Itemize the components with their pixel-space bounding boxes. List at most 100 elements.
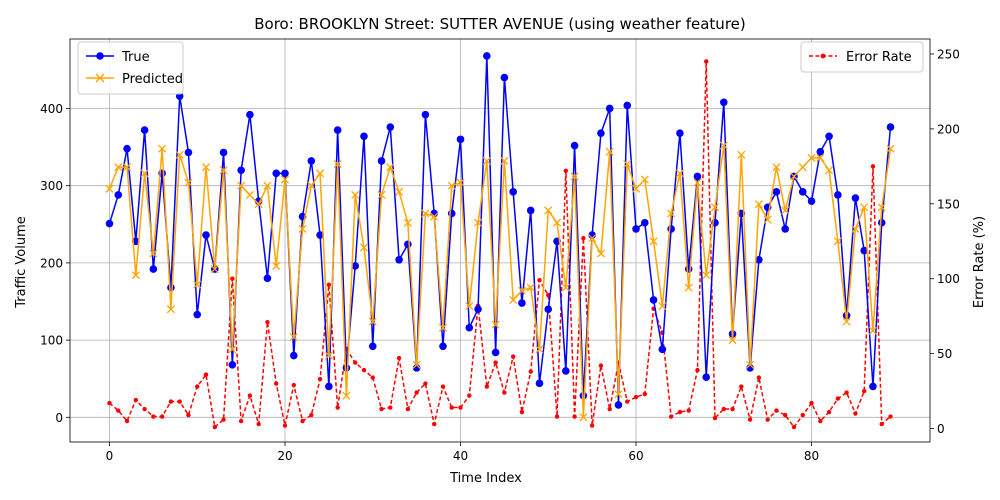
data-point bbox=[572, 414, 577, 419]
data-point bbox=[588, 234, 597, 243]
data-point bbox=[307, 181, 316, 190]
data-point bbox=[396, 355, 402, 361]
data-point bbox=[754, 200, 763, 209]
data-point bbox=[695, 367, 700, 373]
data-point bbox=[309, 412, 314, 418]
data-point bbox=[807, 153, 816, 162]
data-point bbox=[186, 412, 191, 418]
data-point bbox=[247, 393, 253, 398]
data-point bbox=[124, 418, 130, 424]
data-point bbox=[149, 249, 158, 258]
data-point bbox=[316, 169, 325, 178]
data-point bbox=[816, 147, 825, 156]
data-point bbox=[502, 390, 507, 395]
data-point bbox=[870, 164, 876, 169]
y2-axis-label: Error Rate (%) bbox=[972, 216, 987, 308]
data-point bbox=[430, 212, 439, 221]
data-point bbox=[256, 421, 261, 427]
y2-tick-label: 100 bbox=[937, 272, 960, 286]
y2-tick-label: 50 bbox=[937, 347, 952, 361]
x-axis-label: Time Index bbox=[449, 471, 522, 486]
legend-true-marker bbox=[96, 52, 104, 60]
y2-tick-label: 150 bbox=[937, 197, 960, 211]
data-point bbox=[528, 369, 533, 374]
x-axis-ticks: 0 20 40 60 80 bbox=[106, 442, 819, 463]
data-point bbox=[484, 384, 490, 389]
data-point bbox=[458, 405, 463, 410]
data-point bbox=[625, 399, 630, 404]
data-point bbox=[201, 163, 211, 172]
data-point bbox=[263, 274, 272, 283]
data-point bbox=[272, 261, 281, 271]
x-tick-label: 60 bbox=[628, 449, 643, 463]
data-point bbox=[879, 421, 884, 427]
data-point bbox=[658, 302, 667, 311]
data-point bbox=[237, 181, 246, 190]
data-point bbox=[440, 384, 446, 389]
data-point bbox=[693, 178, 702, 187]
data-point bbox=[237, 166, 245, 175]
data-point bbox=[886, 123, 895, 131]
y-tick-label: 0 bbox=[55, 411, 63, 425]
data-point bbox=[596, 249, 605, 258]
data-point bbox=[404, 240, 412, 249]
data-point bbox=[230, 276, 235, 281]
data-point bbox=[825, 166, 834, 175]
data-point bbox=[614, 390, 623, 399]
data-point bbox=[789, 172, 799, 181]
data-point bbox=[570, 172, 579, 181]
data-point bbox=[221, 417, 226, 422]
data-point bbox=[423, 381, 428, 386]
data-point bbox=[474, 305, 482, 314]
legend-error-label: Error Rate bbox=[846, 50, 912, 65]
data-point bbox=[131, 271, 140, 280]
legend-error-marker bbox=[820, 53, 826, 59]
data-point bbox=[868, 326, 878, 335]
data-point bbox=[335, 405, 340, 410]
data-point bbox=[238, 418, 244, 424]
data-point bbox=[710, 203, 720, 212]
data-point bbox=[535, 379, 544, 388]
data-point bbox=[712, 415, 718, 421]
data-point bbox=[166, 305, 175, 314]
data-point bbox=[667, 209, 676, 218]
data-point bbox=[379, 406, 384, 412]
data-point bbox=[605, 104, 614, 113]
data-point bbox=[861, 388, 867, 394]
data-point bbox=[465, 323, 474, 332]
data-point bbox=[493, 360, 498, 365]
data-point bbox=[482, 156, 491, 166]
data-point bbox=[756, 375, 762, 380]
data-point bbox=[289, 332, 298, 342]
data-point bbox=[633, 394, 639, 400]
x-tick-label: 80 bbox=[804, 449, 819, 463]
data-point bbox=[377, 157, 386, 165]
series-layer bbox=[105, 52, 895, 430]
data-point bbox=[772, 163, 781, 172]
data-point bbox=[877, 203, 886, 212]
data-point bbox=[193, 280, 202, 289]
data-point bbox=[167, 283, 175, 292]
data-point bbox=[456, 178, 465, 187]
data-point bbox=[869, 382, 877, 391]
data-point bbox=[781, 225, 790, 233]
data-point bbox=[140, 126, 149, 134]
data-point bbox=[298, 224, 307, 233]
data-point bbox=[395, 187, 404, 196]
y-tick-label: 200 bbox=[40, 256, 63, 270]
data-point bbox=[888, 414, 893, 419]
y-tick-label: 100 bbox=[40, 334, 63, 348]
data-point bbox=[307, 157, 316, 165]
data-point bbox=[509, 295, 518, 305]
data-point bbox=[684, 265, 693, 273]
series-line bbox=[109, 60, 891, 428]
data-point bbox=[667, 225, 675, 233]
data-point bbox=[123, 144, 131, 153]
data-point bbox=[386, 123, 395, 131]
data-point bbox=[395, 256, 403, 264]
data-point bbox=[526, 283, 535, 292]
data-point bbox=[368, 317, 377, 326]
data-point bbox=[844, 390, 849, 395]
data-point bbox=[414, 390, 419, 395]
data-point bbox=[210, 265, 219, 274]
